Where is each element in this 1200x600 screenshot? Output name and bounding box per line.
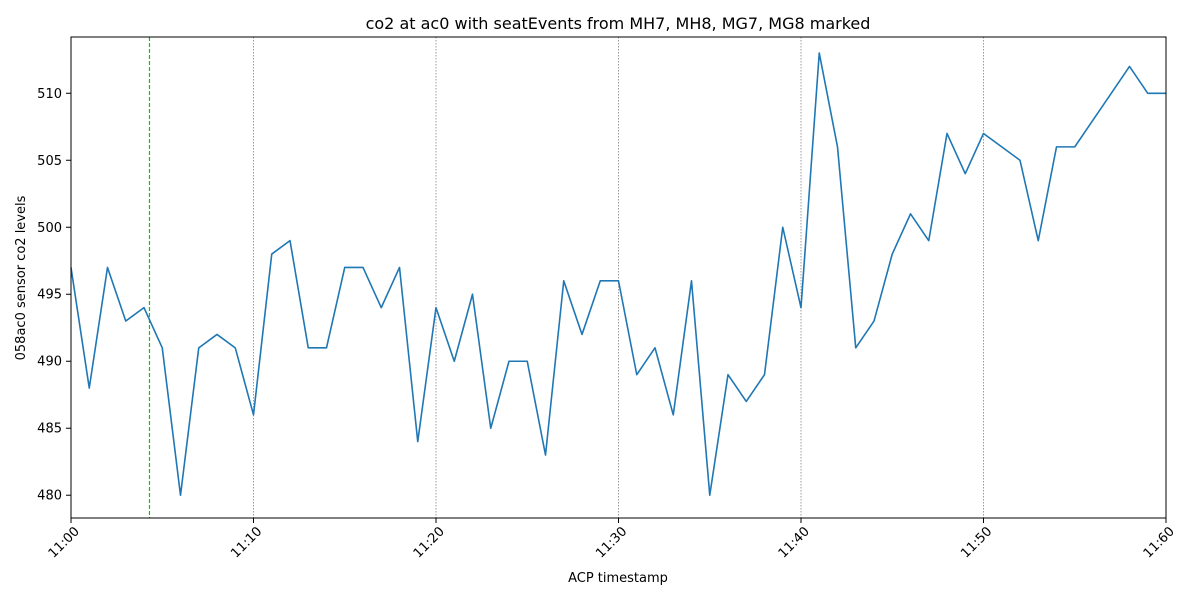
grid-lines bbox=[253, 37, 984, 518]
co2-series-line bbox=[70, 52, 1166, 497]
y-axis-label: 058ac0 sensor co2 levels bbox=[14, 195, 29, 360]
x-tick-label: 11:60 bbox=[1141, 524, 1178, 561]
y-tick-label: 500 bbox=[37, 221, 62, 236]
y-tick-label: 505 bbox=[37, 154, 62, 169]
x-tick-label: 11:10 bbox=[228, 524, 265, 561]
y-tick-label: 510 bbox=[37, 87, 62, 102]
chart-title: co2 at ac0 with seatEvents from MH7, MH8… bbox=[366, 14, 871, 33]
series-layer bbox=[70, 52, 1166, 497]
x-tick-label: 11:40 bbox=[776, 524, 813, 561]
x-tick-label: 11:00 bbox=[46, 524, 83, 561]
y-tick-label: 490 bbox=[37, 355, 62, 370]
y-axis: 480 485 490 495 500 505 510 bbox=[37, 87, 71, 504]
y-tick-label: 480 bbox=[37, 489, 62, 504]
y-tick-label: 495 bbox=[37, 288, 62, 303]
y-tick-label: 485 bbox=[37, 422, 62, 437]
x-tick-label: 11:30 bbox=[593, 524, 630, 561]
x-tick-label: 11:20 bbox=[411, 524, 448, 561]
x-tick-label: 11:50 bbox=[958, 524, 995, 561]
x-axis-label: ACP timestamp bbox=[568, 571, 668, 586]
x-axis: 11:00 11:10 11:20 11:30 11:40 11:50 11:60 bbox=[46, 518, 1178, 561]
